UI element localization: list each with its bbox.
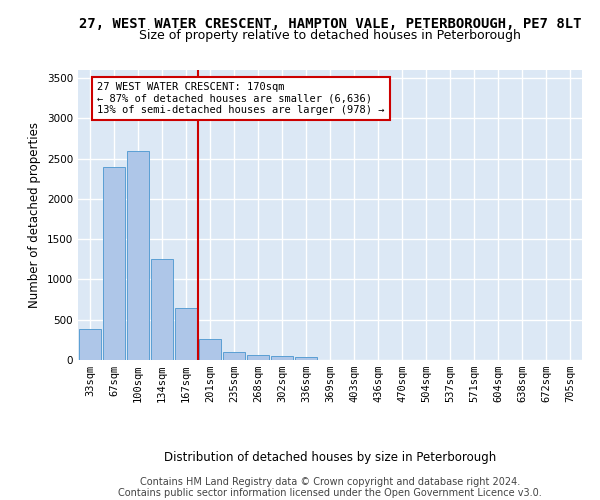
Bar	[151, 260, 173, 360]
Text: Contains HM Land Registry data © Crown copyright and database right 2024.
Contai: Contains HM Land Registry data © Crown c…	[118, 476, 542, 498]
Bar	[127, 150, 149, 360]
Text: 27, WEST WATER CRESCENT, HAMPTON VALE, PETERBOROUGH, PE7 8LT: 27, WEST WATER CRESCENT, HAMPTON VALE, P…	[79, 18, 581, 32]
Bar	[103, 166, 125, 360]
Y-axis label: Number of detached properties: Number of detached properties	[28, 122, 41, 308]
Text: Size of property relative to detached houses in Peterborough: Size of property relative to detached ho…	[139, 29, 521, 42]
Bar	[295, 357, 317, 360]
Text: 27 WEST WATER CRESCENT: 170sqm
← 87% of detached houses are smaller (6,636)
13% : 27 WEST WATER CRESCENT: 170sqm ← 87% of …	[97, 82, 385, 116]
Text: Distribution of detached houses by size in Peterborough: Distribution of detached houses by size …	[164, 451, 496, 464]
Bar	[175, 308, 197, 360]
Bar	[247, 355, 269, 360]
Bar	[223, 352, 245, 360]
Bar	[199, 340, 221, 360]
Bar	[79, 328, 101, 360]
Bar	[271, 356, 293, 360]
